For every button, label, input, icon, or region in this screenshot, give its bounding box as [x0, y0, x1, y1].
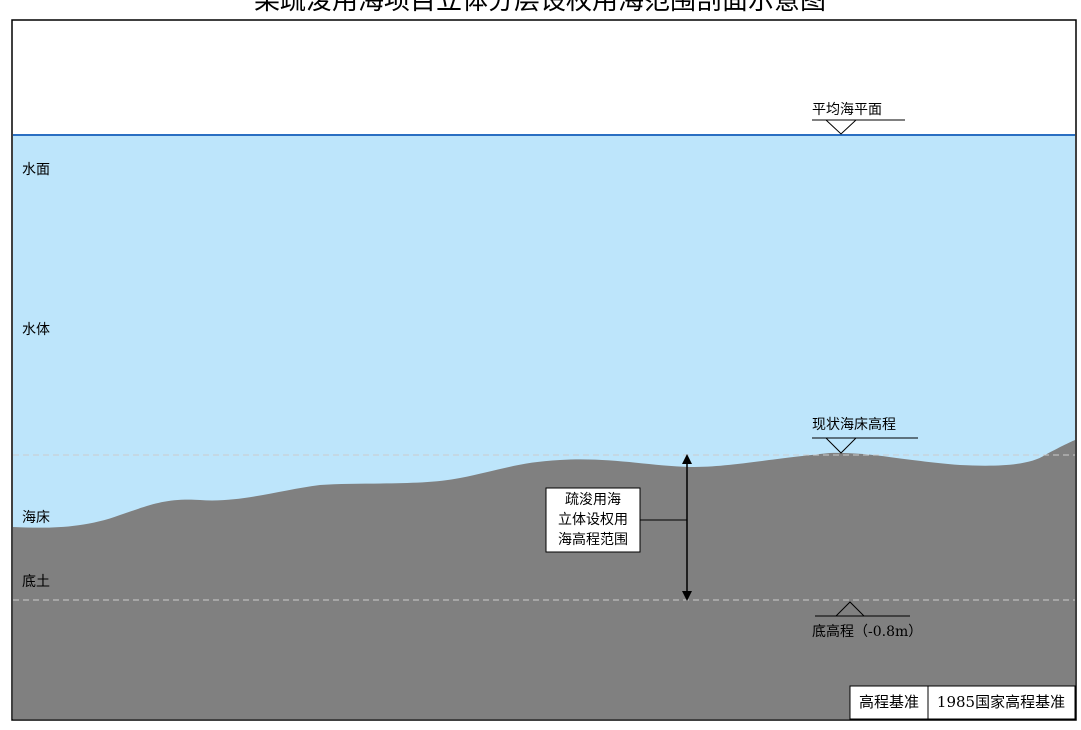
marker-label: 平均海平面 — [812, 102, 882, 118]
table-cell: 1985国家高程基准 — [937, 693, 1065, 711]
page: 某疏浚用海项目立体分层设权用海范围剖面示意图 水面 水体 海床 底土 平均海平面… — [0, 0, 1081, 726]
title: 某疏浚用海项目立体分层设权用海范围剖面示意图 — [254, 0, 826, 16]
layer-label: 水体 — [22, 322, 50, 338]
layer-label: 水面 — [22, 162, 50, 178]
range-text: 立体设权用 — [558, 512, 628, 528]
range-text: 海高程范围 — [558, 531, 628, 548]
marker-label: 底高程（-0.8m） — [812, 623, 922, 640]
marker-label: 现状海床高程 — [812, 416, 896, 433]
layer-label: 底土 — [22, 574, 50, 590]
diagram: 某疏浚用海项目立体分层设权用海范围剖面示意图 水面 水体 海床 底土 平均海平面… — [0, 0, 1081, 726]
layer-label: 海床 — [22, 510, 50, 526]
range-text: 疏浚用海 — [565, 492, 621, 508]
table-cell: 高程基准 — [859, 693, 919, 711]
